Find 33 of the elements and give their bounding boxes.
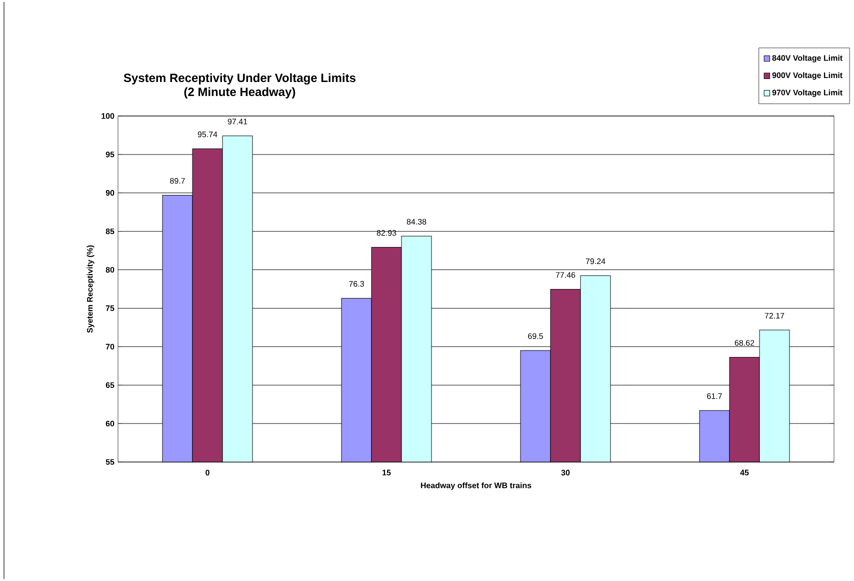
y-tick-label: 55 [106, 459, 114, 465]
y-tick-label: 85 [106, 228, 114, 234]
data-label: 79.24 [586, 258, 606, 264]
legend-label: 840V Voltage Limit [772, 54, 842, 62]
data-label: 97.41 [228, 118, 248, 124]
x-tick-label: 0 [206, 470, 210, 476]
data-label: 72.17 [764, 312, 784, 318]
chart-title: System Receptivity Under Voltage Limits [124, 73, 356, 85]
x-axis-title: Headway offset for WB trains [420, 482, 532, 490]
data-label: 89.7 [170, 178, 185, 184]
y-tick-label: 75 [106, 305, 114, 312]
data-label: 69.5 [528, 333, 543, 339]
x-tick-label: 30 [561, 470, 570, 476]
y-axis-title: Syetem Receptivity (%) [86, 245, 94, 333]
legend-label: 970V Voltage Limit [772, 90, 842, 97]
data-label: 76.3 [349, 281, 364, 287]
data-label: 77.46 [556, 272, 576, 278]
data-label: 95.74 [198, 132, 218, 138]
y-tick-label: 60 [106, 420, 114, 426]
data-label: 84.38 [406, 218, 426, 225]
data-label: 82.93 [376, 230, 396, 236]
y-tick-label: 90 [106, 190, 114, 196]
chart-subtitle: (2 Minute Headway) [184, 87, 296, 98]
y-tick-label: 70 [106, 344, 114, 350]
x-tick-label: 15 [382, 470, 391, 476]
x-tick-label: 45 [740, 470, 749, 476]
y-tick-label: 100 [102, 113, 114, 119]
legend-label: 900V Voltage Limit [772, 72, 842, 80]
y-tick-label: 80 [106, 266, 114, 273]
data-label: 61.7 [707, 393, 722, 399]
data-label: 68.62 [734, 340, 754, 346]
y-tick-label: 65 [106, 382, 114, 388]
y-tick-label: 95 [106, 152, 114, 158]
